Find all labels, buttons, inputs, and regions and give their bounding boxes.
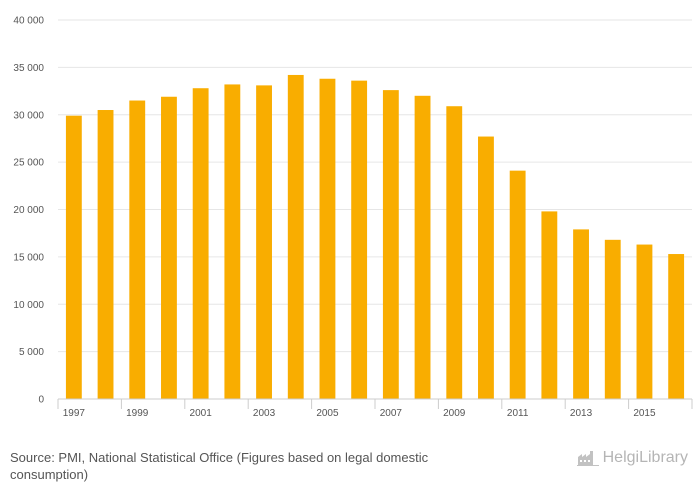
bar-2013	[573, 229, 589, 399]
y-tick-label: 25 000	[13, 158, 44, 169]
bar-1998	[97, 110, 114, 399]
x-axis-ticks	[57, 399, 693, 409]
y-tick-label: 0	[38, 395, 44, 406]
y-tick-label: 20 000	[13, 205, 44, 216]
bars	[65, 74, 685, 400]
brand-name: HelgiLibrary	[602, 449, 688, 466]
source-note: Source: PMI, National Statistical Office…	[10, 450, 429, 482]
x-tick-label: 2013	[570, 408, 593, 419]
x-tick-label: 2009	[443, 408, 466, 419]
y-tick-label: 10 000	[13, 300, 44, 311]
bar-2004	[287, 74, 304, 399]
x-tick-label: 2005	[316, 408, 339, 419]
bar-2016	[668, 254, 685, 399]
y-tick-label: 5 000	[19, 347, 44, 358]
bar-2009	[446, 106, 463, 399]
factory-icon	[576, 451, 599, 466]
bar-chart: 0 5 000 10 000 15 000 20 000 25 000 30 000 35 0…	[13, 16, 693, 419]
bar-2011	[509, 170, 526, 399]
bar-2001	[192, 88, 209, 399]
bar-2000	[161, 96, 177, 399]
y-gridlines	[58, 19, 692, 353]
bar-2015	[636, 244, 653, 399]
x-tick-label: 2011	[507, 408, 529, 419]
bar-1997	[65, 115, 82, 399]
x-tick-label: 1999	[126, 408, 149, 419]
bar-2012	[541, 211, 558, 399]
brand-logo[interactable]: HelgiLibrary	[576, 449, 688, 467]
x-tick-label: 1997	[63, 408, 86, 419]
bar-2003	[256, 85, 272, 399]
x-tick-label: 2001	[190, 408, 213, 419]
y-tick-label: 15 000	[13, 252, 44, 263]
bar-2005	[319, 78, 336, 400]
bar-2006	[351, 80, 368, 399]
y-tick-label: 35 000	[13, 63, 44, 74]
x-axis-tick-labels: 1997 1999 2001 2003 2005 2007 2009 2011 2013 2015	[63, 408, 656, 419]
y-tick-label: 30 000	[13, 110, 44, 121]
x-tick-label: 2003	[253, 408, 276, 419]
y-axis-tick-labels: 0 5 000 10 000 15 000 20 000 25 000 30 000 35 0…	[13, 16, 44, 406]
bar-2007	[382, 90, 399, 400]
bar-2002	[224, 84, 241, 400]
y-tick-label: 40 000	[13, 16, 44, 27]
x-tick-label: 2007	[380, 408, 403, 419]
bar-2010	[478, 136, 494, 400]
bar-1999	[129, 100, 146, 399]
bar-2014	[604, 239, 621, 399]
x-tick-label: 2015	[633, 408, 656, 419]
bar-2008	[414, 95, 431, 400]
